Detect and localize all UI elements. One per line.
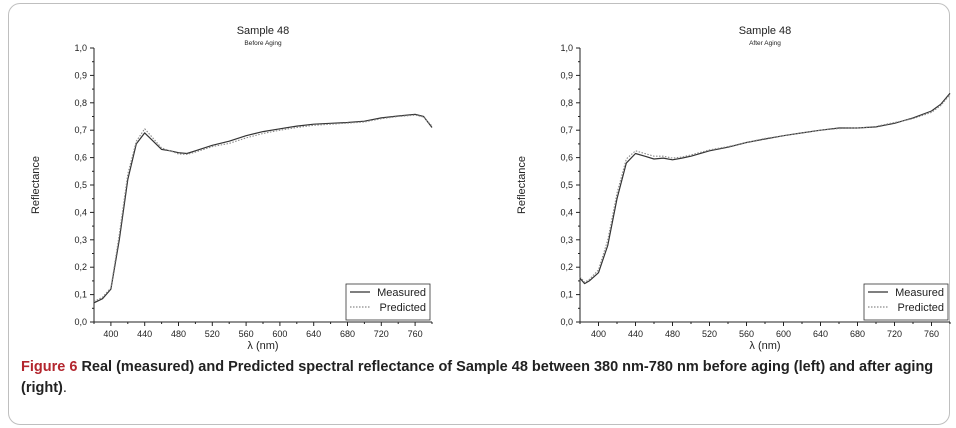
x-tick-label: 440 <box>628 329 643 339</box>
x-tick-label: 480 <box>665 329 680 339</box>
caption-text: Real (measured) and Predicted spectral r… <box>21 359 934 396</box>
legend-label: Measured <box>377 287 426 299</box>
y-tick-label: 0,5 <box>560 180 573 190</box>
y-tick-label: 0,2 <box>560 262 573 272</box>
y-tick-label: 0,3 <box>560 235 573 245</box>
legend-label: Predicted <box>898 302 944 314</box>
y-tick-label: 0,3 <box>74 235 87 245</box>
y-tick-label: 0,8 <box>74 98 87 108</box>
y-tick-label: 0,6 <box>74 153 87 163</box>
legend: Measured Predicted <box>345 283 431 321</box>
caption-end: . <box>62 380 67 396</box>
y-axis-label: Reflectance <box>30 156 42 214</box>
x-tick-label: 760 <box>408 329 423 339</box>
x-tick-label: 560 <box>239 329 254 339</box>
x-tick-label: 480 <box>171 329 186 339</box>
y-tick-label: 0,7 <box>560 125 573 135</box>
x-tick-label: 560 <box>739 329 754 339</box>
y-tick-label: 0,9 <box>560 70 573 80</box>
caption-label: Figure 6 <box>21 359 82 375</box>
x-tick-label: 400 <box>103 329 118 339</box>
series-line-measured <box>93 113 433 304</box>
y-tick-label: 0,2 <box>74 262 87 272</box>
chart-before-aging: Sample 48 Before Aging 0,0 0,1 0,2 0,3 0,4 0,5 0… <box>30 25 433 352</box>
x-axis-label: λ (nm) <box>749 340 780 352</box>
y-tick-label: 0,4 <box>74 207 87 217</box>
legend-box <box>345 283 431 321</box>
figure-frame <box>8 3 950 425</box>
x-tick-label: 520 <box>205 329 220 339</box>
y-tick-label: 0,0 <box>560 317 573 327</box>
y-tick-label: 0,7 <box>74 125 87 135</box>
y-axis-label: Reflectance <box>516 156 528 214</box>
y-tick-label: 0,6 <box>560 153 573 163</box>
x-tick-label: 640 <box>306 329 321 339</box>
series-line-predicted <box>579 94 951 283</box>
x-tick-label: 600 <box>272 329 287 339</box>
chart-subtitle: After Aging <box>749 40 781 47</box>
x-tick-label: 640 <box>813 329 828 339</box>
chart-after-aging: Sample 48 After Aging 0,0 0,1 0,2 0,3 0,4 0,5 0,… <box>516 25 951 352</box>
legend: Measured Predicted <box>863 283 949 321</box>
legend-label: Predicted <box>380 302 426 314</box>
x-tick-label: 720 <box>887 329 902 339</box>
figure-caption: Figure 6 Real (measured) and Predicted s… <box>21 357 946 399</box>
x-tick-label: 680 <box>340 329 355 339</box>
y-tick-label: 0,0 <box>74 317 87 327</box>
series-line-predicted <box>93 114 433 302</box>
chart-subtitle: Before Aging <box>244 40 282 47</box>
y-tick-label: 0,9 <box>74 70 87 80</box>
y-tick-label: 0,1 <box>560 290 573 300</box>
y-tick-label: 0,8 <box>560 98 573 108</box>
y-tick-label: 0,4 <box>560 207 573 217</box>
y-tick-label: 1,0 <box>560 43 573 53</box>
y-tick-label: 0,5 <box>74 180 87 190</box>
chart-title: Sample 48 <box>237 25 290 37</box>
x-tick-label: 520 <box>702 329 717 339</box>
x-axis-label: λ (nm) <box>247 340 278 352</box>
series-line-measured <box>579 92 951 285</box>
x-tick-label: 440 <box>137 329 152 339</box>
legend-box <box>863 283 949 321</box>
x-tick-label: 760 <box>924 329 939 339</box>
chart-title: Sample 48 <box>739 25 792 37</box>
x-tick-label: 400 <box>591 329 606 339</box>
y-tick-label: 0,1 <box>74 290 87 300</box>
x-tick-label: 720 <box>374 329 389 339</box>
legend-label: Measured <box>895 287 944 299</box>
y-tick-label: 1,0 <box>74 43 87 53</box>
x-tick-label: 600 <box>776 329 791 339</box>
x-tick-label: 680 <box>850 329 865 339</box>
